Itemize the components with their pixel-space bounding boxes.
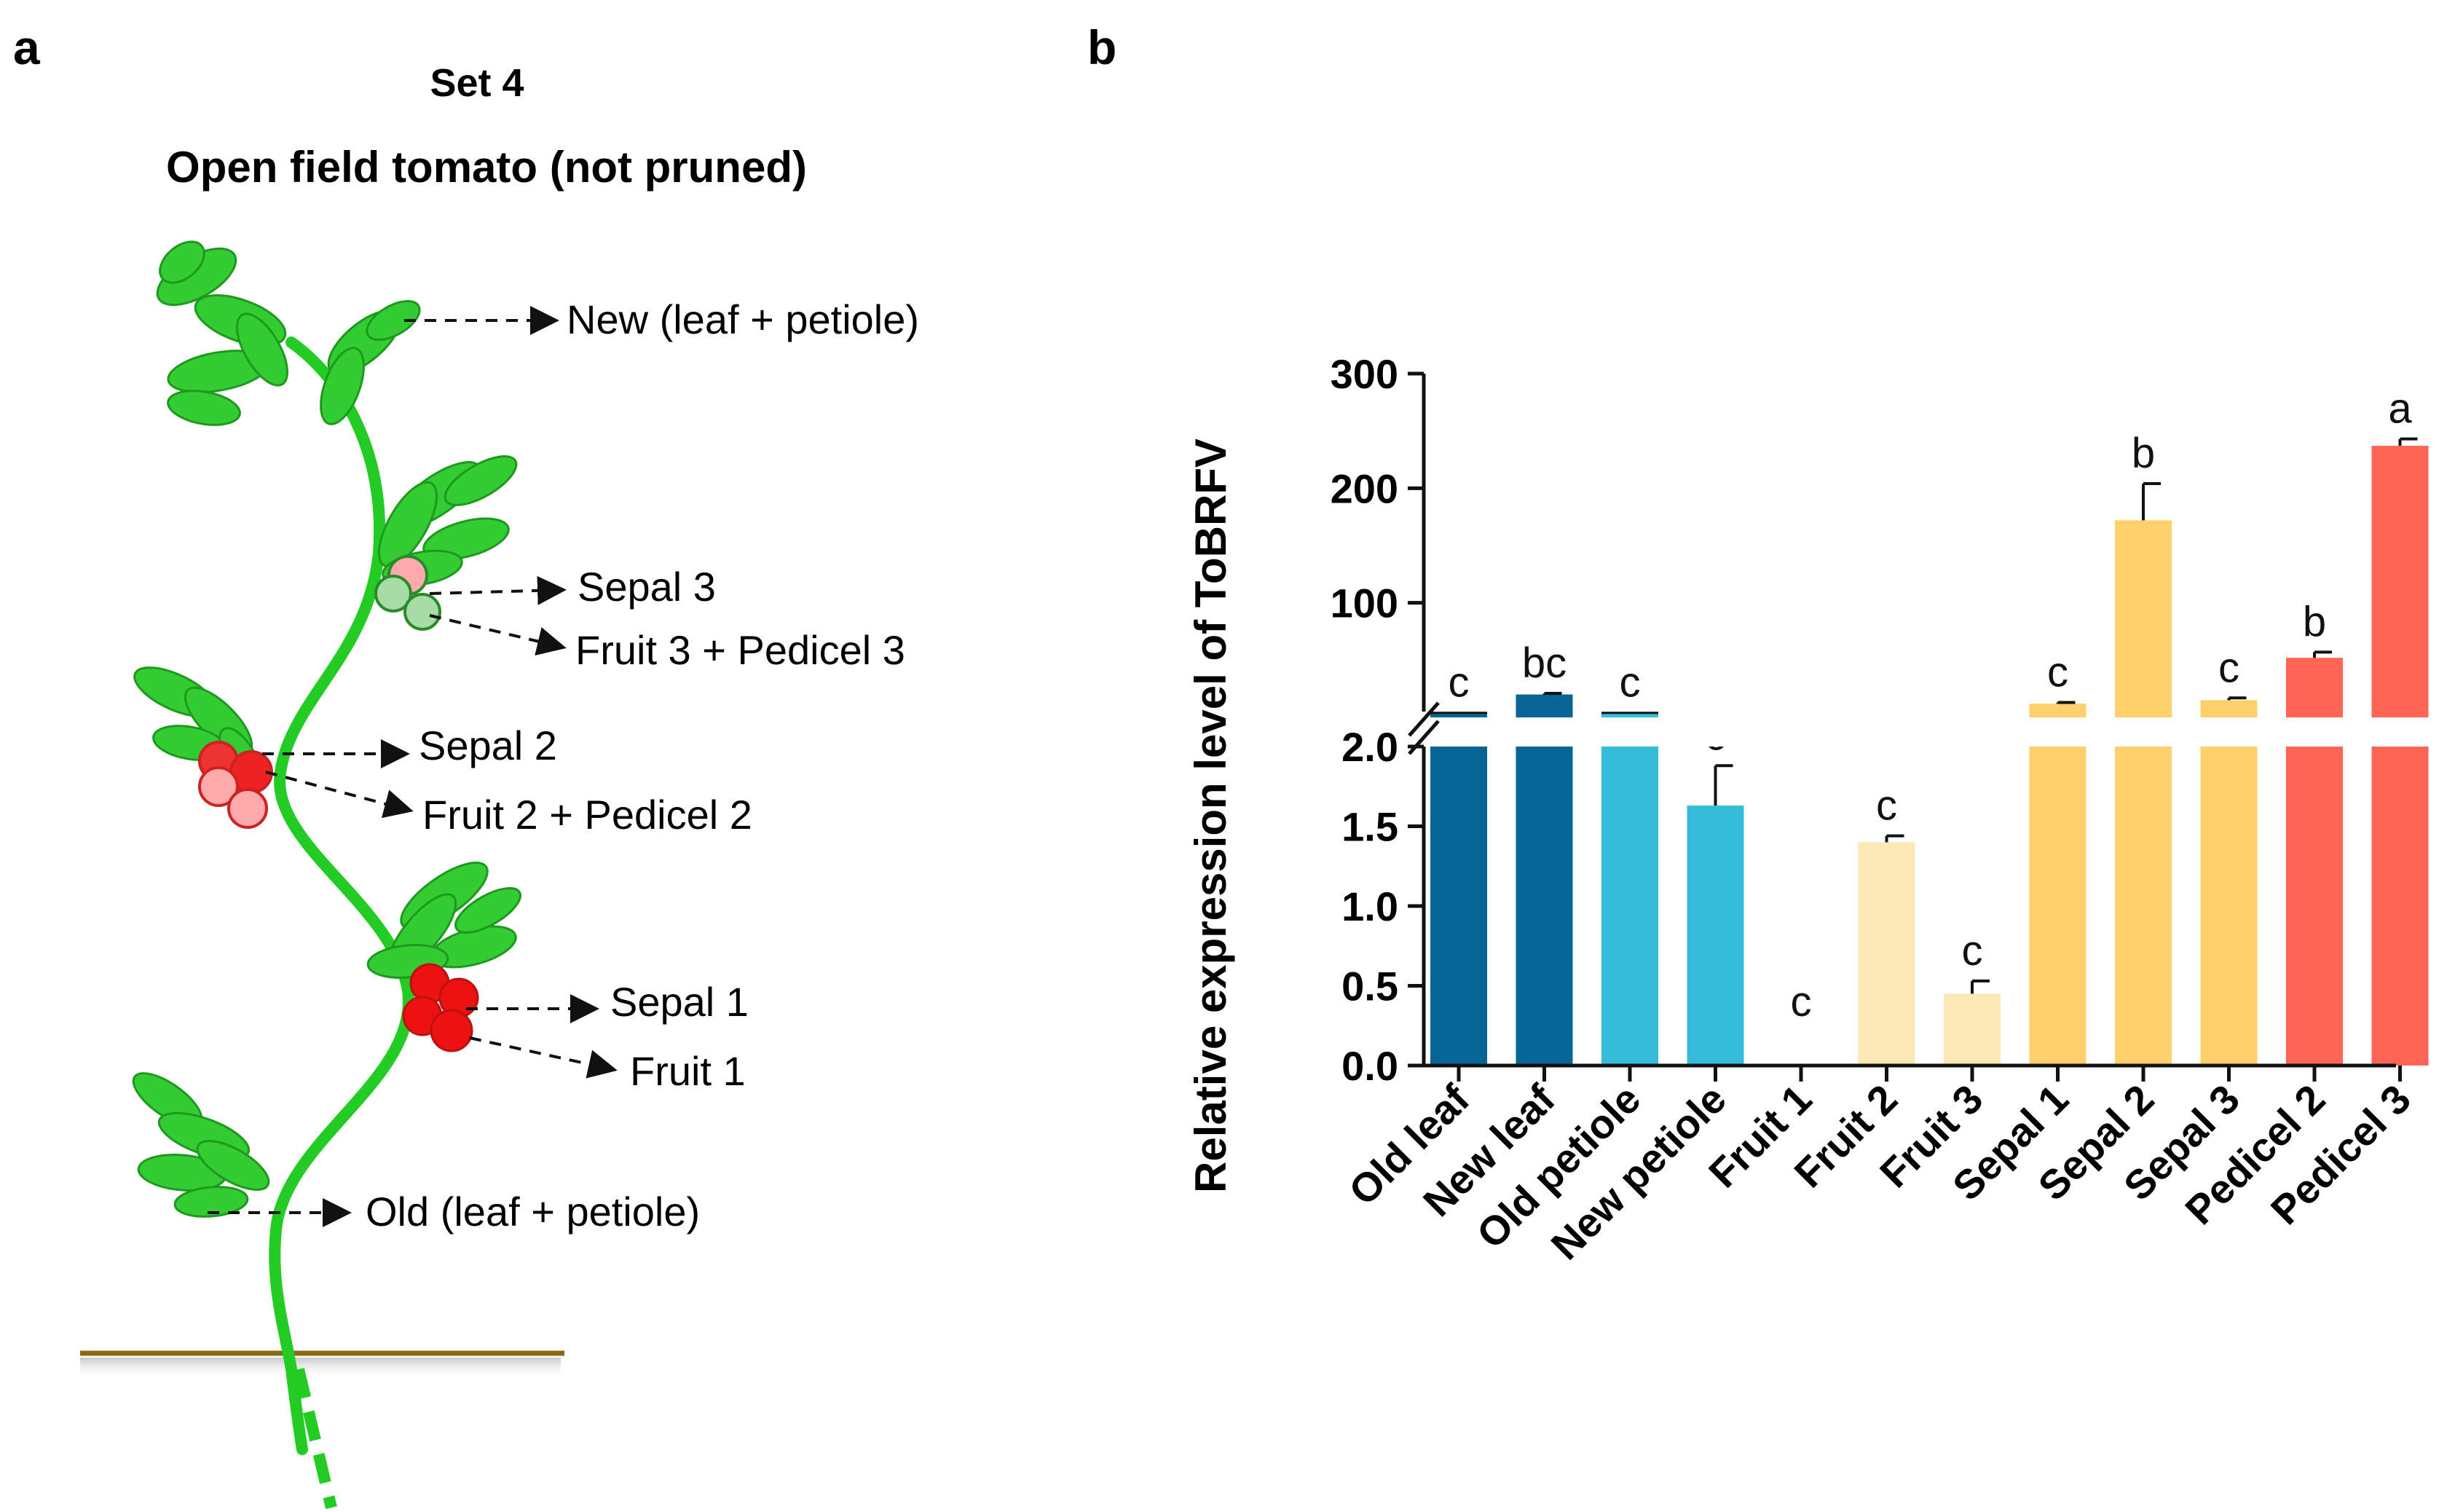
axis-break-mark-1 [1408,701,1440,737]
bar-1-lower [1516,747,1573,1066]
bar-6 [1944,993,2001,1066]
sig-letter-8: b [2132,430,2155,477]
y-tick-label-lower-4: 2.0 [1341,724,1398,770]
sig-letter-10: b [2303,598,2326,645]
bar-3 [1687,806,1744,1066]
y-tick-label-lower-1: 0.5 [1341,964,1398,1009]
bar-5 [1858,842,1915,1066]
callout-fruit3: Fruit 3 + Pedicel 3 [429,614,905,673]
bar-2-upper [1601,712,1658,717]
y-tick-label-upper-0: 100 [1331,580,1398,626]
ground-line [80,1350,564,1379]
sig-letter-5: c [1876,782,1897,830]
sig-letter-9: c [2218,644,2239,691]
plant-stem [269,336,414,1509]
callout-new: New (leaf + petiole) [404,296,919,342]
sig-letter-11: a [2388,385,2412,433]
bar-8-upper [2115,520,2172,717]
leaf-cluster-bottom [132,1072,270,1218]
bar-11-upper [2371,446,2429,717]
leaf-cluster-upper [377,455,518,587]
label-new: New (leaf + petiole) [567,296,919,342]
bar-7-lower [2029,747,2087,1066]
sig-letter-4: c [1791,978,1812,1025]
bar-10-lower [2286,747,2343,1066]
sig-letter-1: bc [1522,639,1567,687]
panel-b: b Relative expression level of ToBRFV cO… [1087,20,2429,1269]
panel-a-title-line2: Open field tomato (not pruned) [166,143,807,192]
callout-sepal1: Sepal 1 [466,979,749,1025]
label-fruit2: Fruit 2 + Pedicel 2 [422,792,752,838]
fruit-cluster-1 [402,963,479,1052]
label-sepal2: Sepal 2 [419,722,557,768]
callout-fruit2: Fruit 2 + Pedicel 2 [265,771,752,838]
callout-old: Old (leaf + petiole) [208,1189,700,1235]
label-fruit1: Fruit 1 [630,1048,746,1094]
bar-9-upper [2200,700,2258,717]
sig-letter-0: c [1449,659,1470,706]
bar-7-upper [2029,704,2087,717]
sig-letter-6: c [1962,927,1983,974]
label-sepal3: Sepal 3 [578,564,716,610]
bar-10-upper [2286,658,2343,717]
y-tick-label-upper-1: 200 [1331,465,1398,511]
panel-b-letter: b [1087,20,1116,74]
bar-0-lower [1430,747,1487,1066]
bar-0-upper [1430,712,1487,717]
y-tick-label-lower-0: 0.0 [1341,1043,1398,1089]
panel-a: a Set 4 Open field tomato (not pruned) [13,20,919,1509]
label-sepal1: Sepal 1 [610,979,749,1025]
panel-a-letter: a [13,20,41,74]
callout-sepal2: Sepal 2 [262,722,557,768]
y-tick-label-upper-2: 300 [1331,351,1398,397]
y-tick-label-lower-3: 1.5 [1341,804,1398,850]
sig-letter-7: c [2047,649,2068,696]
bar-11-lower [2371,747,2429,1066]
axis-break-gap [1424,717,2392,747]
label-fruit3: Fruit 3 + Pedicel 3 [575,627,905,673]
y-tick-label-lower-2: 1.0 [1341,883,1398,929]
fruit-cluster-2 [198,741,273,829]
label-old: Old (leaf + petiole) [366,1189,700,1235]
leaf-cluster-lower [366,862,521,979]
bar-9-lower [2200,747,2258,1066]
bar-1-upper [1516,694,1573,717]
leaf-cluster-top [156,240,421,426]
bar-8-lower [2115,747,2172,1066]
y-axis-label: Relative expression level of ToBRFV [1186,438,1235,1193]
sig-letter-2: c [1620,659,1641,706]
callout-sepal3: Sepal 3 [429,564,716,610]
callout-fruit1: Fruit 1 [469,1036,746,1094]
bar-2-lower [1601,747,1658,1066]
panel-a-title-line1: Set 4 [430,61,524,105]
fruit-cluster-3 [374,555,441,631]
